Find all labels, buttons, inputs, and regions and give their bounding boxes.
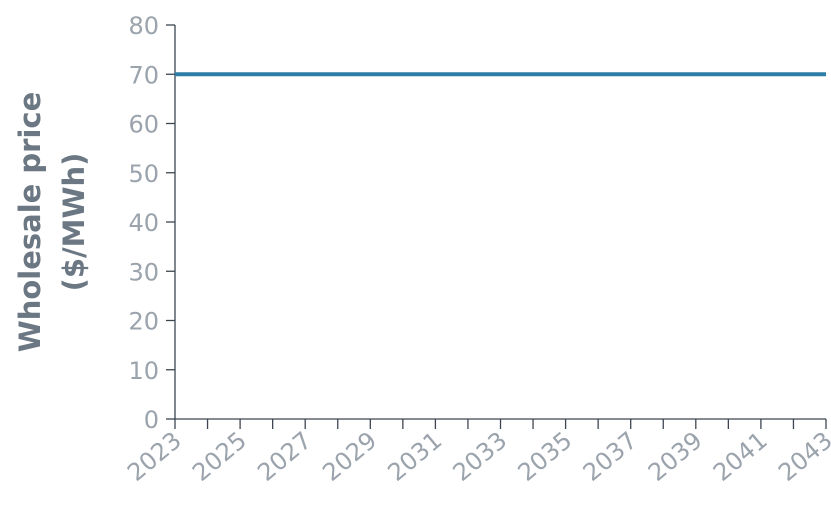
y-tick-label: 60 (128, 111, 159, 139)
y-tick-label: 0 (144, 406, 159, 434)
x-axis: 2023 2025 2027 2029 2031 2033 2035 2037 2039 2041… (122, 418, 831, 487)
x-tick-label: 2027 (252, 426, 317, 487)
y-tick-label: 50 (128, 160, 159, 188)
y-axis: 0 10 20 30 40 50 60 70 80 (128, 12, 176, 434)
y-axis-title-line2: ($/MWh) (57, 153, 91, 292)
x-tick-label: 2023 (122, 426, 187, 487)
x-tick-label: 2033 (448, 426, 513, 487)
x-tick-label: 2039 (643, 426, 708, 487)
y-tick-label: 20 (128, 308, 159, 336)
x-tick-label: 2035 (513, 426, 578, 487)
x-tick-label: 2025 (187, 426, 252, 487)
x-tick-label: 2043 (773, 426, 831, 487)
x-tick-label: 2041 (708, 426, 773, 487)
y-tick-label: 80 (128, 12, 159, 40)
y-axis-title: Wholesale price ($/MWh) (13, 92, 91, 353)
y-tick-label: 40 (128, 209, 159, 237)
y-tick-label: 30 (128, 258, 159, 286)
x-tick-label: 2037 (578, 426, 643, 487)
y-axis-title-line1: Wholesale price (13, 92, 47, 353)
x-tick-label: 2031 (382, 426, 447, 487)
y-tick-label: 70 (128, 61, 159, 89)
x-tick-label: 2029 (317, 426, 382, 487)
y-tick-label: 10 (128, 357, 159, 385)
